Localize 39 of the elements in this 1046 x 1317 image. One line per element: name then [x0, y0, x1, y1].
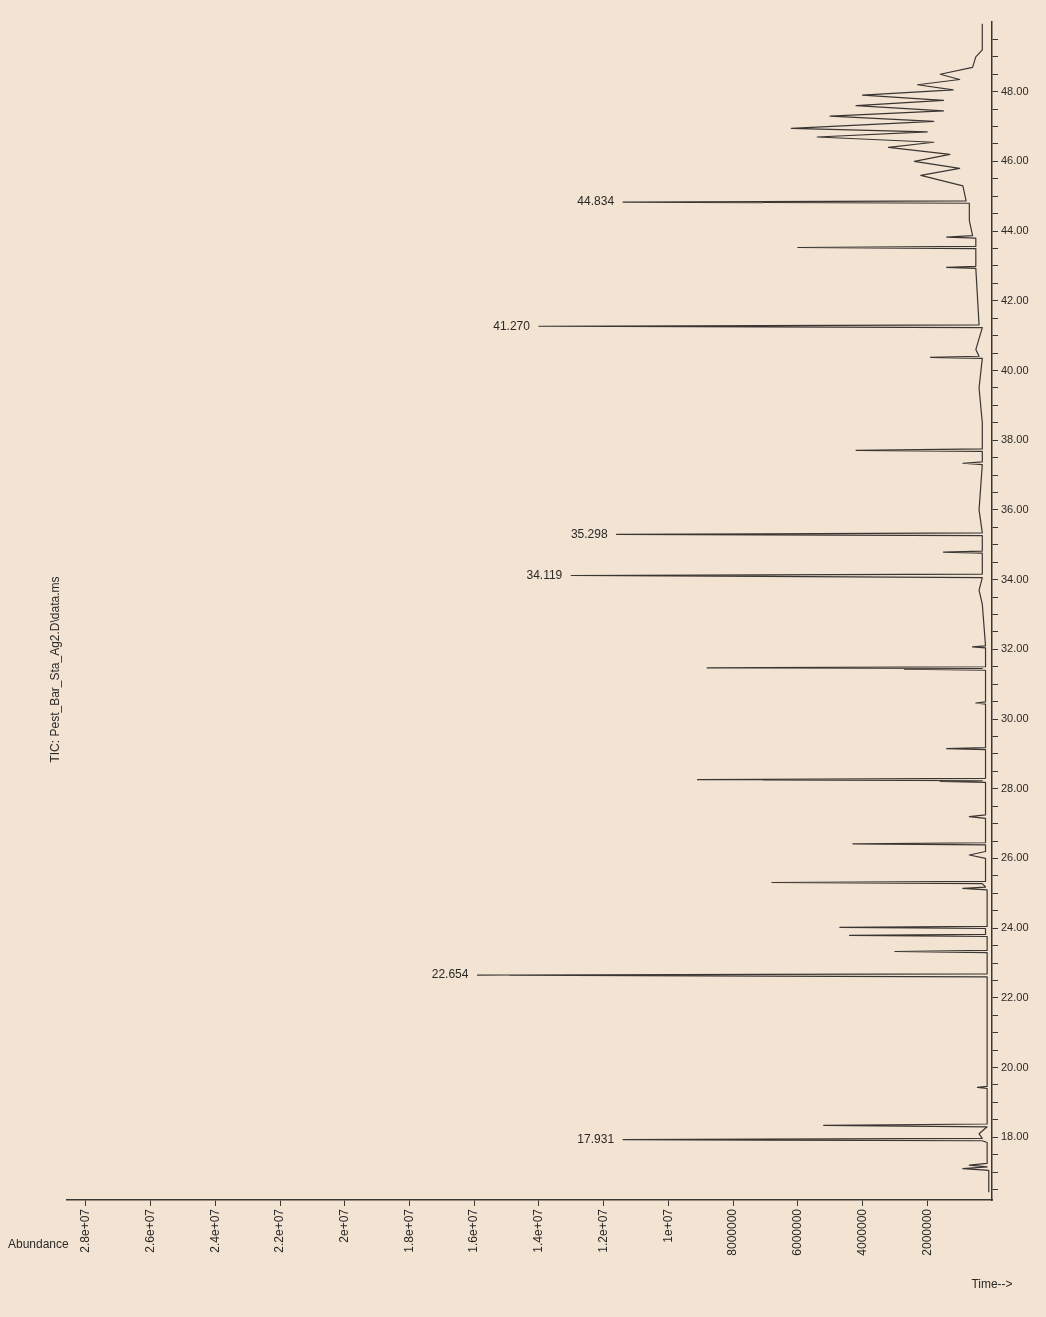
- y-tick-label: 22.00: [1001, 990, 1029, 1003]
- y-tick-label: 40.00: [1001, 363, 1029, 376]
- x-tick-label: 1.6e+07: [466, 1208, 481, 1253]
- y-tick-label: 38.00: [1001, 433, 1029, 446]
- annotation: 35.298: [570, 526, 608, 541]
- y-tick-label: 48.00: [1001, 84, 1029, 97]
- text: TIC: Pest_Bar_Sta_Ag2.D\data.ms: [47, 576, 62, 763]
- y-tick-label: 36.00: [1001, 502, 1029, 515]
- x-tick-label: 2.4e+07: [207, 1208, 222, 1253]
- y-tick-label: 42.00: [1001, 293, 1029, 306]
- x-tick-label: 2e+07: [337, 1208, 352, 1243]
- annotation: 41.270: [493, 318, 531, 333]
- y-tick-label: 26.00: [1001, 851, 1029, 864]
- x-tick-label: 1.8e+07: [401, 1208, 416, 1253]
- y-tick-label: 28.00: [1001, 781, 1029, 794]
- text: Time-->: [971, 1277, 1013, 1292]
- y-tick-label: 44.00: [1001, 224, 1029, 237]
- x-tick-label: 8000000: [725, 1208, 740, 1256]
- y-tick-label: 24.00: [1001, 921, 1029, 934]
- annotation: 17.931: [577, 1131, 615, 1146]
- x-tick-label: 1.2e+07: [595, 1208, 610, 1253]
- x-tick-label: 4000000: [854, 1208, 869, 1256]
- x-tick-label: 1e+07: [660, 1208, 675, 1243]
- annotation: 44.834: [577, 194, 615, 209]
- y-tick-label: 18.00: [1001, 1130, 1029, 1143]
- x-tick-label: 2.8e+07: [78, 1208, 93, 1253]
- y-tick-label: 30.00: [1001, 712, 1029, 725]
- x-tick-label: 1.4e+07: [531, 1208, 546, 1253]
- y-tick-label: 34.00: [1001, 572, 1029, 585]
- annotation: 22.654: [431, 967, 469, 982]
- y-tick-label: 46.00: [1001, 154, 1029, 167]
- x-tick-label: 2000000: [919, 1208, 934, 1256]
- y-tick-label: 32.00: [1001, 642, 1029, 655]
- annotation: 34.119: [526, 567, 563, 582]
- x-tick-label: 6000000: [790, 1208, 805, 1256]
- y-tick-label: 20.00: [1001, 1060, 1029, 1073]
- x-tick-label: 2.2e+07: [272, 1208, 287, 1253]
- x-axis-title: Abundance: [8, 1237, 70, 1252]
- x-tick-label: 2.6e+07: [142, 1208, 157, 1253]
